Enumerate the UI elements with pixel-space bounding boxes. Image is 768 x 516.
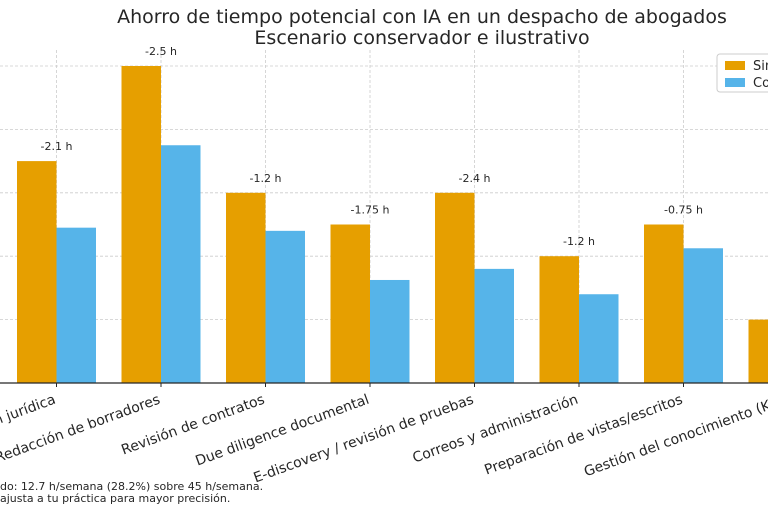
x-tick-label: Correos y administración bbox=[411, 392, 581, 467]
data-label: -2.4 h bbox=[459, 172, 491, 185]
bar-con-ia bbox=[684, 248, 724, 383]
footnote-line-2: ajusta a tu práctica para mayor precisió… bbox=[0, 492, 230, 505]
chart-subtitle: Escenario conservador e ilustrativo bbox=[254, 27, 589, 49]
bar-sin-ia bbox=[331, 225, 371, 384]
legend-label-sin-ia: Sin IA bbox=[753, 59, 768, 74]
bar-sin-ia bbox=[17, 161, 57, 383]
data-label: -1.75 h bbox=[351, 204, 390, 217]
bar-sin-ia bbox=[435, 193, 475, 383]
bars bbox=[17, 66, 768, 383]
bar-sin-ia bbox=[749, 320, 768, 383]
bar-con-ia bbox=[370, 280, 410, 383]
data-label: -2.1 h bbox=[41, 140, 73, 153]
bar-sin-ia bbox=[540, 256, 580, 383]
data-label: -1.2 h bbox=[563, 235, 595, 248]
legend-label-con-ia: Con IA bbox=[753, 76, 768, 91]
data-label: -0.75 h bbox=[664, 204, 703, 217]
bar-con-ia bbox=[475, 269, 515, 383]
bar-sin-ia bbox=[122, 66, 162, 383]
bar-con-ia bbox=[57, 228, 97, 383]
bar-con-ia bbox=[579, 294, 619, 383]
data-label: -2.5 h bbox=[145, 45, 177, 58]
data-label: -1.2 h bbox=[250, 172, 282, 185]
bar-con-ia bbox=[266, 231, 306, 383]
legend-swatch-con-ia bbox=[725, 78, 745, 87]
chart-title: Ahorro de tiempo potencial con IA en un … bbox=[117, 6, 727, 28]
legend: Sin IA Con IA bbox=[717, 54, 768, 92]
legend-swatch-sin-ia bbox=[725, 61, 745, 70]
bar-con-ia bbox=[161, 145, 201, 383]
bar-sin-ia bbox=[644, 225, 684, 384]
bar-sin-ia bbox=[226, 193, 266, 383]
x-tick-label: Due diligence documental bbox=[193, 392, 371, 470]
